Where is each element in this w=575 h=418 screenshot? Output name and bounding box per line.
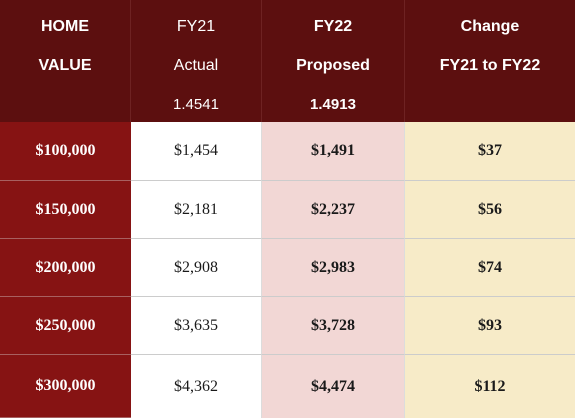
header-fy22-line1: FY22	[313, 18, 353, 35]
cell-change: $112	[405, 355, 575, 418]
header-fy21-rate: 1.4541	[173, 96, 219, 113]
header-fy21-line1: FY21	[176, 18, 216, 35]
cell-change: $93	[405, 297, 575, 355]
header-fy22-rate: 1.4913	[310, 96, 356, 113]
cell-change: $56	[405, 181, 575, 239]
row-home-value: $300,000	[0, 355, 131, 418]
header-fy22: FY22 Proposed 1.4913	[262, 0, 405, 122]
row-home-value: $250,000	[0, 297, 131, 355]
cell-fy21-actual: $1,454	[131, 122, 262, 181]
cell-fy21-actual: $4,362	[131, 355, 262, 418]
cell-fy22-proposed: $4,474	[262, 355, 405, 418]
cell-fy22-proposed: $1,491	[262, 122, 405, 181]
cell-change: $74	[405, 239, 575, 297]
header-fy22-line2: Proposed	[296, 57, 370, 74]
cell-fy22-proposed: $2,237	[262, 181, 405, 239]
row-home-value: $150,000	[0, 181, 131, 239]
cell-fy21-actual: $2,908	[131, 239, 262, 297]
cell-fy22-proposed: $2,983	[262, 239, 405, 297]
cell-change: $37	[405, 122, 575, 181]
row-home-value: $100,000	[0, 122, 131, 181]
cell-fy21-actual: $3,635	[131, 297, 262, 355]
header-home-value-line1: HOME	[41, 18, 89, 35]
header-fy21: FY21 Actual 1.4541	[131, 0, 262, 122]
header-change: Change FY21 to FY22	[405, 0, 575, 122]
header-change-line2: FY21 to FY22	[439, 57, 541, 74]
header-home-value-line2: VALUE	[38, 57, 92, 74]
header-home-value: HOME VALUE	[0, 0, 131, 122]
header-change-line1: Change	[460, 18, 520, 35]
row-home-value: $200,000	[0, 239, 131, 297]
cell-fy22-proposed: $3,728	[262, 297, 405, 355]
cell-fy21-actual: $2,181	[131, 181, 262, 239]
header-fy21-line2: Actual	[173, 57, 219, 74]
